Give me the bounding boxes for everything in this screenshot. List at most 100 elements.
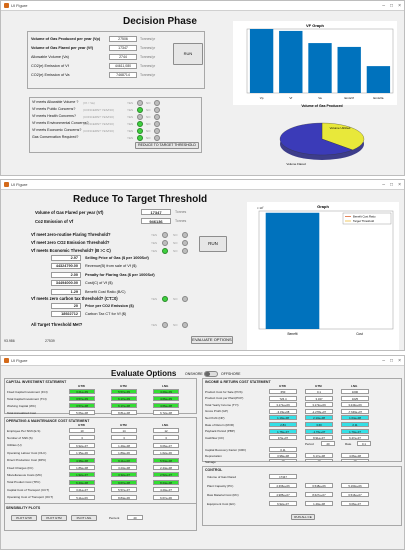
control-cell[interactable]: 9.06e+07 xyxy=(341,501,369,506)
window-titlebar[interactable]: UI Figure – □ × xyxy=(1,356,404,366)
maximize-icon[interactable]: □ xyxy=(390,181,394,188)
value-cell[interactable]: 3.21e+09 xyxy=(69,389,95,394)
run-button[interactable]: RUN xyxy=(199,236,227,252)
depreciation-cell[interactable]: 6.17e+08 xyxy=(305,453,333,458)
value-cell[interactable]: -1.278e+07 xyxy=(305,408,333,414)
value-cell[interactable]: 1.70e+07 xyxy=(341,428,369,434)
control-cell[interactable]: 4.985e+07 xyxy=(269,492,297,497)
percent-field[interactable]: 20 xyxy=(127,515,143,520)
value-cell[interactable]: 4.66e+09 xyxy=(153,396,179,401)
row-value[interactable]: 34494000.00 xyxy=(51,280,81,286)
value-cell[interactable]: 8.91e+07 xyxy=(305,435,333,441)
value-cell[interactable]: -3.33e+08 xyxy=(269,408,297,414)
run-button[interactable]: RUN xyxy=(173,43,203,65)
depreciation-cell[interactable]: 4.66e+08 xyxy=(341,453,369,458)
row-value[interactable]: 44324790.00 xyxy=(51,263,81,269)
value-cell[interactable]: 8.81e+08 xyxy=(111,410,137,415)
value-cell[interactable]: 1000 xyxy=(341,389,369,394)
field-value[interactable]: 17347 xyxy=(109,45,137,51)
salvage-cell[interactable]: 10 xyxy=(341,458,369,462)
row-value[interactable]: 20 xyxy=(51,303,81,309)
value-cell[interactable]: 650 xyxy=(269,389,297,394)
value-cell[interactable]: 6.11e+08 xyxy=(111,457,137,463)
value-cell[interactable]: 3.243e+09 xyxy=(341,402,369,408)
value-cell[interactable]: 6.92e+07 xyxy=(69,442,95,448)
value-cell[interactable]: 5.66e+08 xyxy=(69,410,95,415)
window-titlebar[interactable]: UI Figure – □ × xyxy=(1,180,404,190)
close-icon[interactable]: × xyxy=(398,357,401,364)
onshore-offshore-toggle[interactable] xyxy=(204,371,218,377)
period-field[interactable]: 20 xyxy=(321,441,335,446)
value-cell[interactable]: 3 xyxy=(111,435,137,441)
reduce-to-target-threshold-button[interactable]: REDUCE TO TARGET THRESHOLD xyxy=(135,142,199,149)
control-cell[interactable]: 6.516e+07 xyxy=(341,492,369,497)
value-cell[interactable]: 1.78e+07 xyxy=(269,428,297,434)
field-value[interactable]: 27506 xyxy=(109,36,137,42)
value-cell[interactable]: 3.21e+07 xyxy=(69,487,95,493)
field-value[interactable]: 7468714 xyxy=(109,72,137,78)
value-cell[interactable]: 1.62e+06 xyxy=(153,450,179,456)
value-cell[interactable]: 3 xyxy=(153,435,179,441)
value-cell[interactable]: 1.19e+08 xyxy=(269,415,297,421)
value-cell[interactable]: 1.92e+07 xyxy=(69,472,95,478)
value-cell[interactable]: 1.89e+06 xyxy=(111,450,137,456)
control-cell[interactable]: 1.40e+08 xyxy=(305,501,333,506)
value-cell[interactable]: 2.13e+08 xyxy=(305,415,333,421)
plot-button[interactable]: PLOT GTM xyxy=(41,515,67,521)
value-cell[interactable]: 4.20e+09 xyxy=(153,389,179,394)
value-cell[interactable]: 3.347 xyxy=(305,395,333,401)
run-all-button[interactable]: RUN ALL CE xyxy=(291,514,315,520)
depreciation-cell[interactable]: 3.98e+08 xyxy=(269,453,297,458)
value-cell[interactable]: 2.52e+07 xyxy=(153,472,179,478)
value-cell[interactable]: 3.32e+07 xyxy=(111,472,137,478)
value-cell[interactable]: 1.40e+08 xyxy=(111,442,137,448)
value-cell[interactable]: 1025 xyxy=(341,395,369,401)
value-cell[interactable]: 9.67e+08 xyxy=(111,479,137,485)
salvage-cell[interactable]: 10 xyxy=(305,458,333,462)
value-cell[interactable]: 1.35e+06 xyxy=(69,450,95,456)
control-cell[interactable]: 5.160e+06 xyxy=(341,483,369,488)
row-value[interactable]: 1.29 xyxy=(51,289,81,295)
value-cell[interactable]: 5.11e+06 xyxy=(69,494,95,500)
vf-field[interactable]: 17347 xyxy=(141,209,171,215)
value-cell[interactable]: 9.06e+07 xyxy=(153,442,179,448)
value-cell[interactable]: 1.04e+08 xyxy=(341,415,369,421)
control-cell[interactable]: 17347 xyxy=(269,474,297,479)
rate-field[interactable]: 0.1 xyxy=(357,441,371,446)
value-cell[interactable]: 6.43e+08 xyxy=(69,479,95,485)
value-cell[interactable]: 5.57e+07 xyxy=(111,487,137,493)
window-titlebar[interactable]: UI Figure – □ × xyxy=(1,1,404,11)
value-cell[interactable]: -7.649e+07 xyxy=(341,408,369,414)
plot-button[interactable]: PLOT LNG xyxy=(71,515,97,521)
value-cell[interactable]: 8.24e+08 xyxy=(153,479,179,485)
value-cell[interactable]: 3.171e+09 xyxy=(269,402,297,408)
value-cell[interactable]: 3.23e+08 xyxy=(111,465,137,470)
value-cell[interactable]: 3.57e+09 xyxy=(69,396,95,401)
value-cell[interactable]: 2.11 xyxy=(341,422,369,427)
value-cell[interactable]: 6.72e+08 xyxy=(153,410,179,415)
co2-field[interactable]: 946136 xyxy=(141,218,171,224)
value-cell[interactable]: 8.84e+06 xyxy=(111,494,137,500)
close-icon[interactable]: × xyxy=(398,2,401,9)
value-cell[interactable]: 6.17e+08 xyxy=(111,403,137,408)
value-cell[interactable]: 4.20e+07 xyxy=(153,487,179,493)
row-value[interactable]: 2.00 xyxy=(51,272,81,278)
control-cell[interactable]: 8.627e+07 xyxy=(305,492,333,497)
value-cell[interactable]: 3.172e+09 xyxy=(305,402,333,408)
maximize-icon[interactable]: □ xyxy=(390,2,394,9)
value-cell[interactable]: 10 xyxy=(69,428,95,433)
value-cell[interactable]: 726.4 xyxy=(269,395,297,401)
crf-field[interactable]: 0.11 xyxy=(269,447,297,452)
value-cell[interactable]: 5.54e+08 xyxy=(153,457,179,463)
control-cell[interactable]: 4.366e+06 xyxy=(269,483,297,488)
value-cell[interactable]: 3.57e+08 xyxy=(69,403,95,408)
value-cell[interactable]: 3 xyxy=(69,435,95,441)
value-cell[interactable]: 1.86e+08 xyxy=(69,465,95,470)
close-icon[interactable]: × xyxy=(398,181,401,188)
value-cell[interactable]: 6.47e+07 xyxy=(341,435,369,441)
evaluate-options-button[interactable]: EVALUATE OPTIONS xyxy=(191,336,233,344)
value-cell[interactable]: 2.84 xyxy=(269,422,297,427)
field-value[interactable]: 44611,080 xyxy=(109,63,137,69)
maximize-icon[interactable]: □ xyxy=(390,357,394,364)
minimize-icon[interactable]: – xyxy=(382,2,386,9)
